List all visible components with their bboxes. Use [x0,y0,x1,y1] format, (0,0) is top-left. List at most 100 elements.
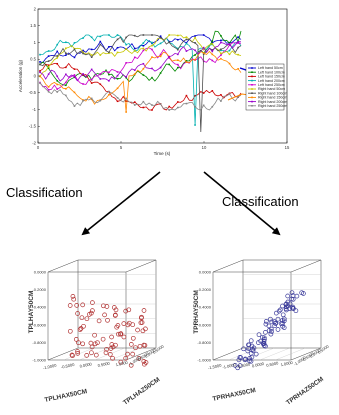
scatter-point [250,348,256,354]
time-series-ticks: 0 5 10 15 2 1.5 1 0.5 0 -0.5 -1 -1.5 -2 [29,6,290,150]
y-tick-label: 0.0000 [144,347,158,359]
scatter-point [118,359,124,365]
scatter-point [128,342,134,347]
x-tick-label: 1.0000 [280,360,294,368]
z-tick-label: -1.0000 [197,358,211,363]
scatter-left: 0.0000 -0.2000 -0.4000 -0.6000 -0.8000 -1.000… [28,259,165,407]
series-line [39,34,242,126]
scatter-point [130,351,136,357]
grid-line [275,347,306,361]
z-tick-label: -0.6000 [197,322,211,327]
y-tick-label: 0.5000 [317,343,331,355]
scatter-point [238,355,244,360]
legend-label: Left hand 150cm [258,75,285,79]
left-classification-label: Classification [6,185,83,200]
scatter-point [110,344,116,350]
box-edge [290,347,322,361]
scatter-point [73,337,79,342]
box-edge [47,259,79,273]
box-edge [290,259,322,273]
scatter-point [104,346,109,352]
x-tick-label: 0.0000 [79,361,93,369]
grid-line [94,347,125,361]
y-tick-label: 0.5000 [152,343,166,355]
scatter-point [276,308,282,314]
y-tick-label: 0.5 [30,57,36,62]
scatter-point [118,331,124,336]
z-tick-label: -0.8000 [197,340,211,345]
legend-label: Left hand 250cm [258,83,285,87]
scatter-point [126,307,132,313]
series-line [39,42,242,91]
legend-label: Right hand 50cm [258,87,285,91]
legend-label: Left hand 100cm [258,70,285,74]
x-tick-label: 0.0000 [251,361,265,369]
scatter-point [258,338,264,344]
scatter-point [269,319,275,325]
right-arrow [203,171,281,236]
scatter-point [261,335,267,341]
left-arrow [81,171,161,236]
box-edge [212,347,244,361]
x-tick-label: -0.5000 [236,361,251,369]
scatter-point [263,343,268,349]
box-edge [125,259,157,273]
scatter-point [123,355,129,361]
scatter-left-points [67,294,149,368]
scatter-point [143,326,148,332]
x-tick-label: 10 [202,145,207,150]
scatter-point [285,293,291,299]
scatter-point [280,323,285,329]
scatter-point [133,345,138,351]
box-edge [212,259,244,273]
y-tick-label: 1.5 [30,23,36,28]
scatter-left-x-label: TPLHAX50CM [44,388,88,404]
scatter-point [118,331,123,337]
scatter-point [263,321,269,327]
x-tick-label: -1.0000 [222,362,237,370]
z-tick-label: 0.0000 [34,270,47,275]
scatter-point [256,340,261,345]
right-classification-label: Classification [222,194,299,209]
legend-marker [251,105,253,107]
x-tick-label: 15 [285,145,290,150]
scatter-point [268,326,274,332]
box-edge [47,347,79,361]
scatter-point [275,316,281,322]
scatter-point [78,326,84,331]
grid-line [259,347,290,361]
scatter-point [241,346,246,352]
y-tick-label: 0.0000 [309,347,323,359]
scatter-point [92,341,98,347]
scatter-point [88,340,94,346]
scatter-point [280,318,285,323]
scatter-point [248,338,254,344]
legend-marker [251,75,253,78]
scatter-point [113,312,118,318]
scatter-point [263,330,268,335]
y-tick-label: -0.5 [29,90,37,95]
scatter-point [261,341,267,346]
scatter-right: 0.0000 -0.2000 -0.4000 -0.6000 -0.8000 -1.000… [193,259,331,407]
scatter-right-z-label: TPRHAY50CM [193,290,200,333]
scatter-left-ticks: 0.0000 -0.2000 -0.4000 -0.6000 -0.8000 -1.000… [32,270,165,371]
legend-marker [251,100,253,103]
scatter-point [253,351,259,357]
box-edge [125,347,157,361]
scatter-point [104,304,110,309]
scatter-point [89,350,94,356]
scatter-point [96,318,102,324]
legend-marker [251,71,253,73]
time-series-chart: 0 5 10 15 2 1.5 1 0.5 0 -0.5 -1 -1.5 -2 Acceleration… [18,6,290,156]
scatter-point [293,308,299,314]
scatter-point [95,340,100,346]
scatter-right-x-label: TPRHAX50CM [212,387,257,403]
scatter-point [283,302,289,307]
legend-label: Left hand 200cm [258,79,285,83]
scatter-point [128,362,134,368]
y-tick-label: -2 [32,140,36,145]
scatter-point [102,312,107,318]
x-tick-label: 0.5000 [266,360,280,368]
scatter-point [275,327,281,332]
